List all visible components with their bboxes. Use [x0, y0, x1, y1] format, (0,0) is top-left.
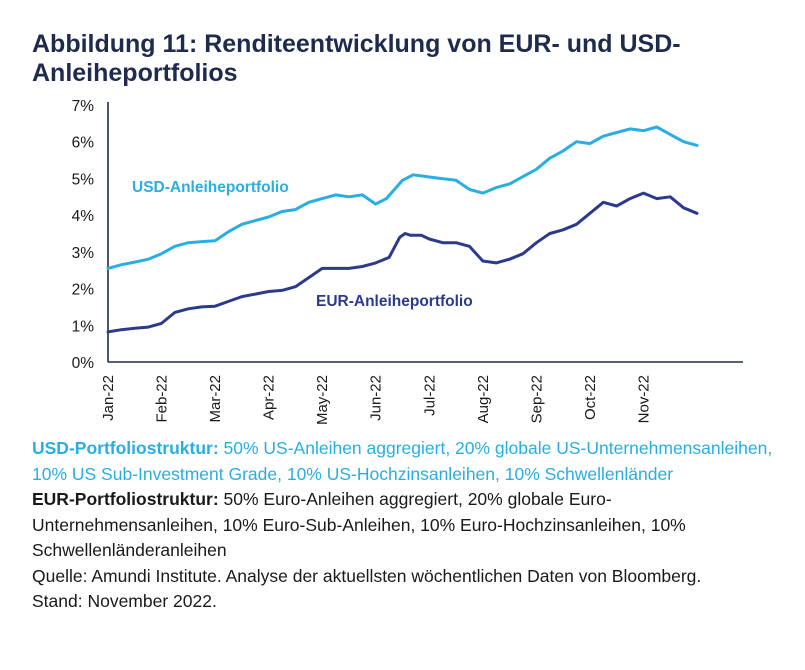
y-tick-label: 5% — [72, 171, 95, 188]
series-label-eur: EUR-Anleiheportfolio — [316, 293, 473, 310]
date-note: Stand: November 2022. — [32, 591, 217, 611]
chart-title: Abbildung 11: Renditeentwicklung von EUR… — [32, 30, 681, 87]
source-note: Quelle: Amundi Institute. Analyse der ak… — [32, 565, 702, 586]
eur-structure-lead: EUR-Portfoliostruktur: — [32, 489, 219, 509]
x-tick-label: Jul-22 — [421, 375, 438, 416]
x-tick-label: May-22 — [314, 375, 331, 425]
x-tick-label: Mar-22 — [207, 375, 224, 423]
y-tick-label: 7% — [72, 98, 95, 115]
line-chart: 0% 1% 2% 3% 4% 5% 6% 7% Jan-22 Feb-22 Mar-22 Apr-22… — [72, 98, 743, 425]
y-tick-label: 6% — [72, 135, 95, 152]
usd-structure-text: 50% US-Anleihen aggregiert, 20% globale … — [32, 438, 773, 484]
eur-structure-text: 50% Euro-Anleihen aggregiert, 20% global… — [32, 489, 686, 560]
x-tick-label: Oct-22 — [582, 375, 599, 420]
x-tick-label: Nov-22 — [635, 375, 652, 423]
usd-structure-lead: USD-Portfoliostruktur: — [32, 438, 219, 458]
series-line-usd — [106, 125, 699, 270]
series-line-eur — [106, 191, 699, 334]
y-tick-label: 2% — [72, 282, 95, 299]
notes: USD-Portfoliostruktur: 50% US-Anleihen a… — [32, 436, 792, 615]
x-tick-label: Apr-22 — [261, 375, 278, 420]
eur-structure-note: EUR-Portfoliostruktur: 50% Euro-Anleihen… — [32, 487, 792, 564]
x-tick-label: Feb-22 — [154, 375, 171, 423]
y-tick-label: 4% — [72, 208, 95, 225]
series-label-usd: USD-Anleiheportfolio — [132, 179, 289, 196]
y-tick-label: 3% — [72, 245, 95, 262]
usd-structure-note: USD-Portfoliostruktur: 50% US-Anleihen a… — [32, 436, 792, 487]
y-tick-label: 0% — [72, 355, 95, 372]
x-tick-label: Jun-22 — [368, 375, 385, 421]
y-tick-label: 1% — [72, 318, 95, 335]
x-tick-label: Sep-22 — [528, 375, 545, 423]
x-tick-label: Jan-22 — [100, 375, 117, 421]
x-tick-label: Aug-22 — [475, 375, 492, 423]
